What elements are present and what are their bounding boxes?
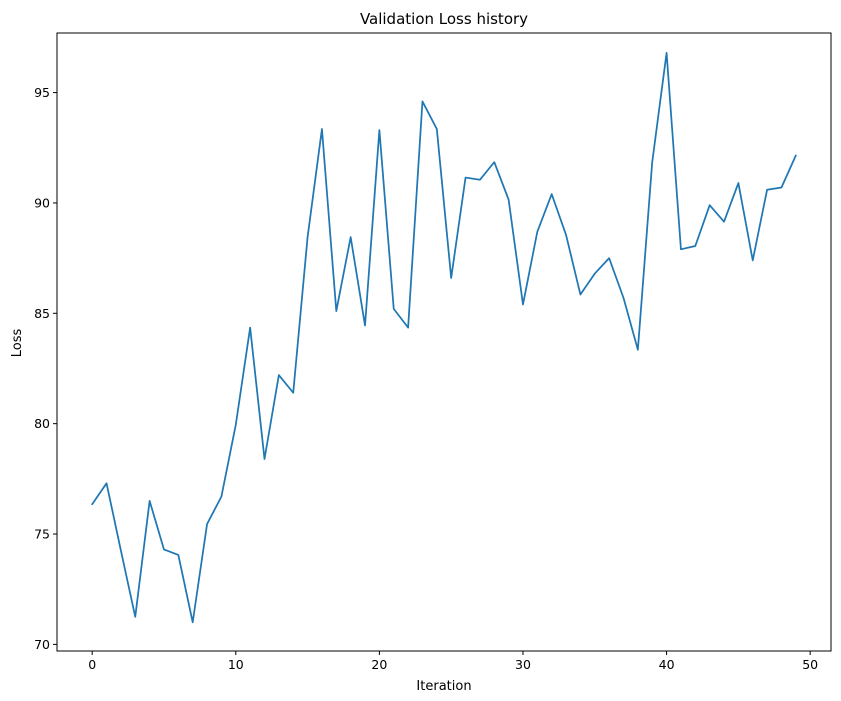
x-tick-label: 30 [515, 657, 531, 672]
y-tick-label: 85 [34, 306, 50, 321]
y-axis-ticks: 70 75 80 85 90 95 [34, 85, 57, 652]
x-axis-label: Iteration [416, 679, 471, 694]
y-tick-label: 90 [34, 195, 50, 210]
y-tick-label: 80 [34, 416, 50, 431]
x-tick-label: 0 [88, 657, 96, 672]
x-tick-label: 40 [659, 657, 675, 672]
series-line-0 [91, 51, 797, 624]
x-tick-label: 10 [228, 657, 244, 672]
y-tick-label: 95 [34, 85, 50, 100]
x-axis-ticks: 0 10 20 30 40 50 [88, 651, 818, 672]
y-axis-label: Loss [10, 329, 25, 358]
chart-title: Validation Loss history [360, 10, 528, 28]
x-tick-label: 20 [371, 657, 387, 672]
plot-frame [56, 32, 832, 652]
x-tick-label: 50 [802, 657, 818, 672]
plot-area [56, 32, 832, 652]
y-tick-label: 70 [34, 637, 50, 652]
y-tick-label: 75 [34, 527, 50, 542]
